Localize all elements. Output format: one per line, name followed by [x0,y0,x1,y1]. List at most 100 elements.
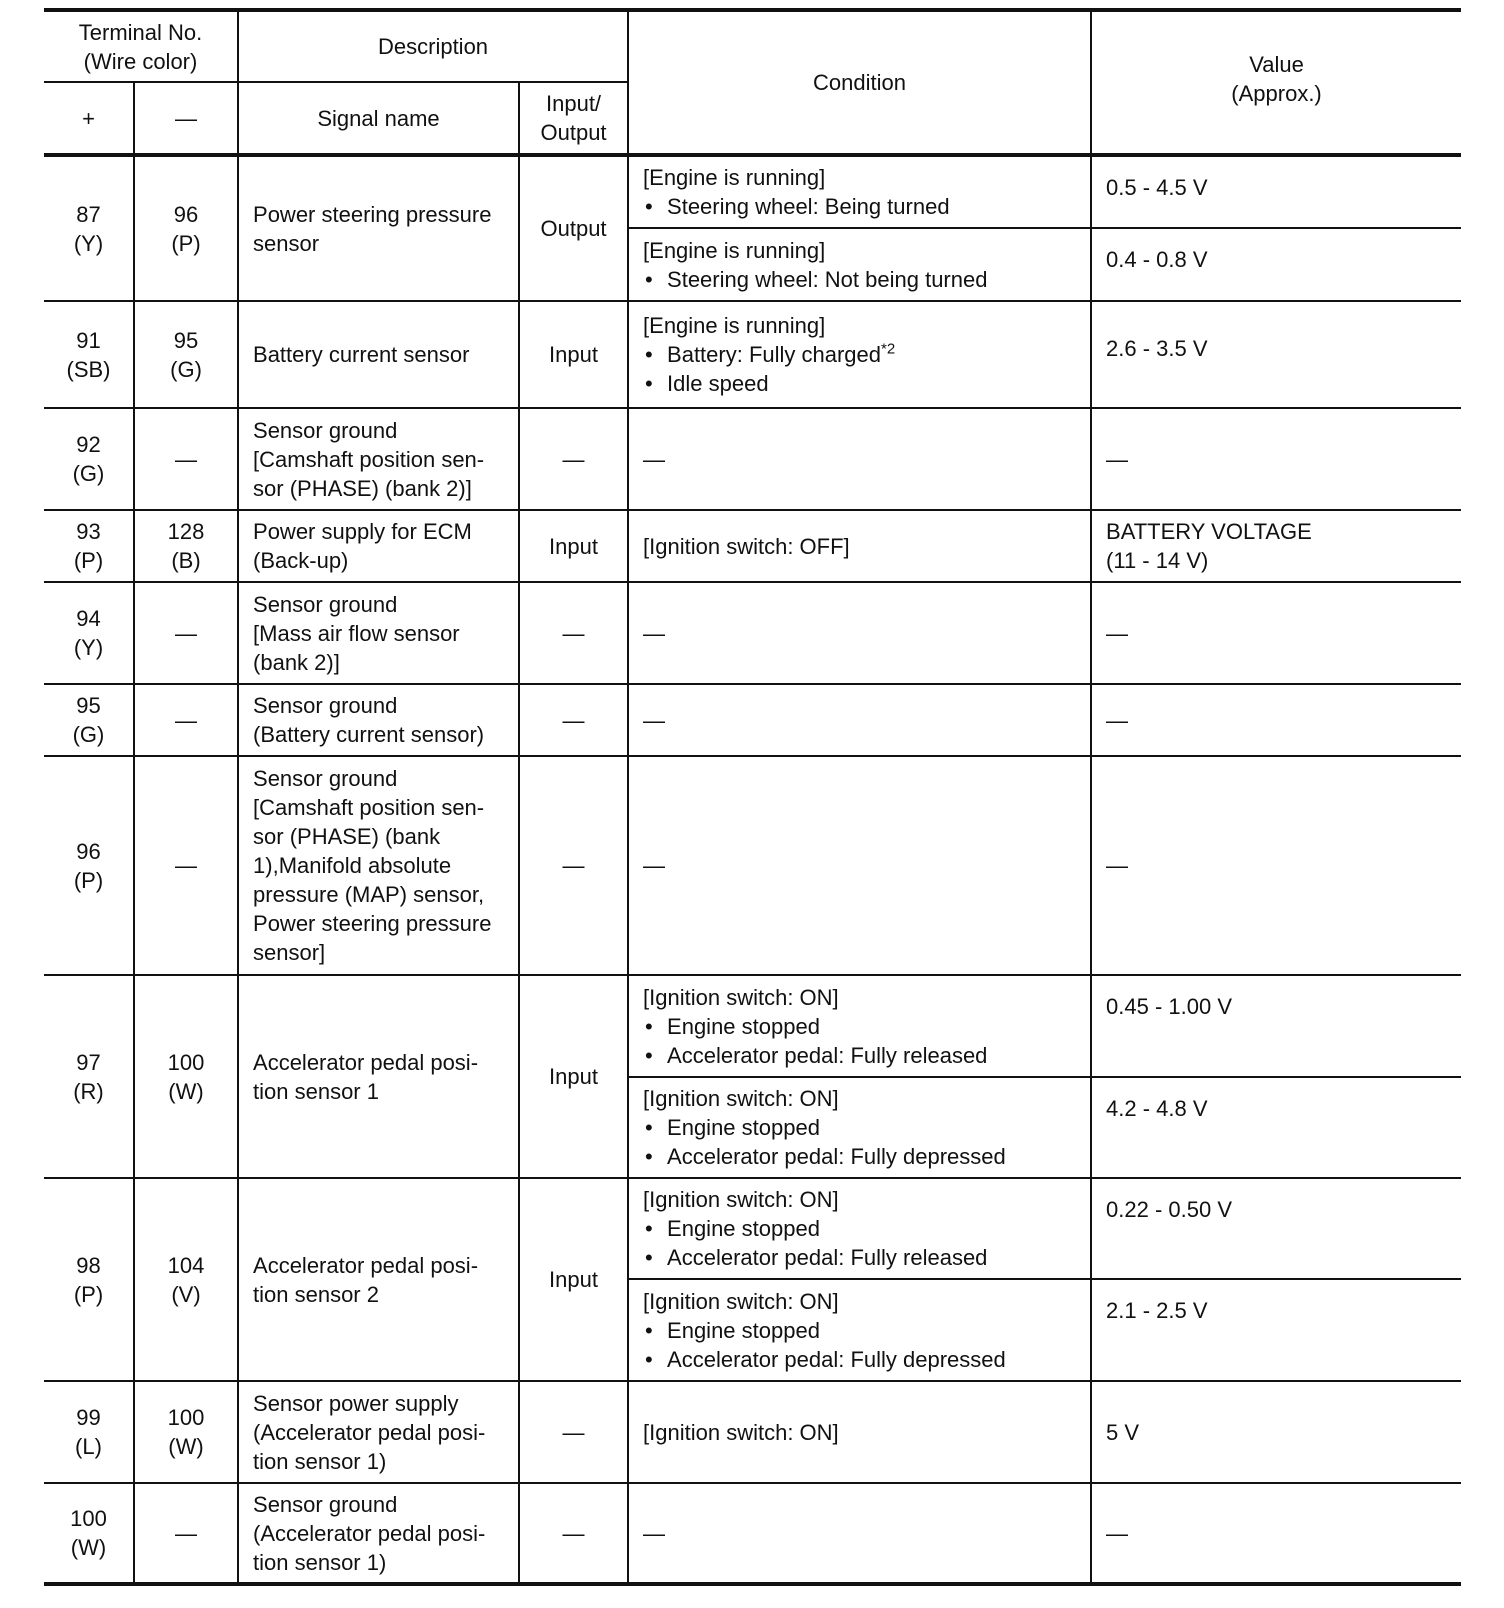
table-row: [Ignition switch: ON] Engine stopped Accel… [44,1278,1462,1382]
table-row: 94 (Y) — Sensor ground [Mass air flow sens… [44,581,1462,685]
table-row: 100 (W) — Sensor ground (Accelerator pedal… [44,1482,1462,1586]
terminal-plus: 92 (G) [44,407,135,511]
condition-heading: [Ignition switch: ON] [643,1187,839,1212]
condition-cell: [Ignition switch: ON] [627,1380,1093,1484]
terminal-plus: 99 (L) [44,1380,135,1484]
table-row: 91 (SB) 95 (G) Battery current sensor Input… [44,300,1462,409]
condition-bullet: Accelerator pedal: Fully released [643,1243,1076,1272]
terminal-minus: — [132,683,240,757]
condition-heading: [Ignition switch: ON] [643,984,839,1010]
condition-heading: [Engine is running] [643,237,826,263]
condition-bullet-text: Engine stopped [667,1013,820,1039]
header-description: Description [237,8,630,83]
terminal-minus: 95 (G) [132,300,240,409]
terminal-minus: 100 (W) [132,974,240,1179]
table-row: 97 (R) 100 (W) Accelerator pedal posi- tio… [44,974,1462,1179]
value-cell: 0.22 - 0.50 V [1090,1177,1462,1280]
condition-cell: [Ignition switch: ON] Engine stopped Accel… [627,974,1093,1078]
condition-cell: — [627,407,1093,511]
value-cell: 0.5 - 4.5 V [1090,154,1462,229]
condition-bullet-text: Steering wheel: Being turned [667,194,950,219]
condition-bullet: Battery: Fully charged*2 [643,340,1076,369]
terminal-plus: 93 (P) [44,509,135,583]
terminal-minus: 100 (W) [132,1380,240,1484]
ecm-terminal-table: Terminal No. (Wire color) Description Co… [44,8,1462,1586]
value-cell: 4.2 - 4.8 V [1090,1076,1462,1179]
table-row: [Engine is running] Steering wheel: Not b… [44,227,1462,302]
condition-heading: [Engine is running] [643,313,826,338]
terminal-plus: 87 (Y) [44,154,135,302]
value-cell: — [1090,683,1462,757]
value-cell: 5 V [1090,1380,1462,1484]
condition-heading: — [643,707,666,733]
condition-bullet: Engine stopped [643,1316,1076,1345]
value-cell: 0.45 - 1.00 V [1090,974,1462,1078]
value-cell: — [1090,581,1462,685]
condition-cell: — [627,1482,1093,1586]
condition-cell: [Engine is running] Steering wheel: Being… [627,154,1093,229]
condition-heading: [Ignition switch: ON] [643,1419,839,1445]
condition-heading: — [643,620,666,646]
terminal-minus: — [132,581,240,685]
condition-bullet-text: Accelerator pedal: Fully released [667,1245,988,1270]
signal-name: Sensor ground [Camshaft position sen- so… [237,755,521,976]
value-cell: BATTERY VOLTAGE (11 - 14 V) [1090,509,1462,583]
header-input-output: Input/ Output [518,81,629,157]
header-value: Value (Approx.) [1090,8,1462,157]
signal-name: Sensor power supply (Accelerator pedal p… [237,1380,521,1484]
condition-heading: [Ignition switch: OFF] [643,533,850,559]
condition-cell: [Engine is running]Battery: Fully charge… [627,300,1093,409]
table-row: 98 (P) 104 (V) Accelerator pedal posi- tio… [44,1177,1462,1382]
signal-name: Sensor ground (Battery current sensor) [237,683,521,757]
condition-cell: [Ignition switch: ON] Engine stopped Accel… [628,1278,1093,1382]
condition-bullet-text: Accelerator pedal: Fully depressed [667,1144,1006,1169]
signal-name: Power supply for ECM (Back-up) [237,509,521,583]
header-terminal-no: Terminal No. (Wire color) [44,8,240,83]
terminal-plus: 96 (P) [44,755,135,976]
condition-cell: [Ignition switch: OFF] [627,509,1093,583]
terminal-minus: — [132,407,240,511]
header-minus: — [132,81,240,157]
terminal-minus: — [132,755,240,976]
condition-bullet-text: Accelerator pedal: Fully depressed [667,1346,1006,1372]
signal-name: Sensor ground [Mass air flow sensor (ban… [237,581,521,685]
header-condition: Condition [627,8,1093,157]
terminal-minus: — [132,1482,240,1586]
table-row: 87 (Y) 96 (P) Power steering pressure sens… [44,154,1462,302]
condition-heading: — [643,853,666,878]
condition-heading: [Engine is running] [643,165,826,190]
signal-name: Power steering pressure sensor [237,154,521,302]
input-output: — [518,1380,630,1484]
header-signal-name: Signal name [237,81,521,157]
condition-cell: — [627,581,1093,685]
condition-heading: — [643,1520,666,1546]
input-output: — [518,1482,630,1586]
condition-bullet: Accelerator pedal: Fully depressed [643,1345,1076,1374]
input-output: Input [518,974,630,1179]
value-cell: — [1090,1482,1462,1586]
input-output: — [518,581,630,685]
condition-bullet-text: Steering wheel: Not being turned [667,266,988,292]
condition-heading: [Ignition switch: ON] [643,1288,839,1314]
condition-bullet-text: Battery: Fully charged [667,342,882,367]
terminal-minus: 96 (P) [132,154,240,302]
input-output: Input [518,1177,630,1382]
condition-cell: [Ignition switch: ON] Engine stopped Accel… [627,1177,1093,1280]
table-row: 96 (P) — Sensor ground [Camshaft position … [44,755,1462,976]
input-output: — [518,755,630,976]
condition-cell: [Engine is running] Steering wheel: Not b… [628,227,1093,302]
condition-bullet-text: Engine stopped [667,1216,820,1241]
footnote-marker: *2 [881,340,896,358]
terminal-plus: 100 (W) [44,1482,135,1586]
terminal-plus: 97 (R) [44,974,135,1179]
condition-bullet: Engine stopped [643,1012,1076,1041]
signal-name: Sensor ground (Accelerator pedal posi- t… [237,1482,521,1586]
terminal-plus: 98 (P) [44,1177,135,1382]
signal-name: Accelerator pedal posi- tion sensor 2 [237,1177,521,1382]
condition-cell: [Ignition switch: ON] Engine stopped Accel… [628,1076,1093,1179]
table-row: 92 (G) — Sensor ground [Camshaft position … [44,407,1462,511]
condition-cell: — [627,683,1093,757]
terminal-plus: 95 (G) [44,683,135,757]
signal-name: Accelerator pedal posi- tion sensor 1 [237,974,521,1179]
condition-bullet: Engine stopped [643,1214,1076,1243]
